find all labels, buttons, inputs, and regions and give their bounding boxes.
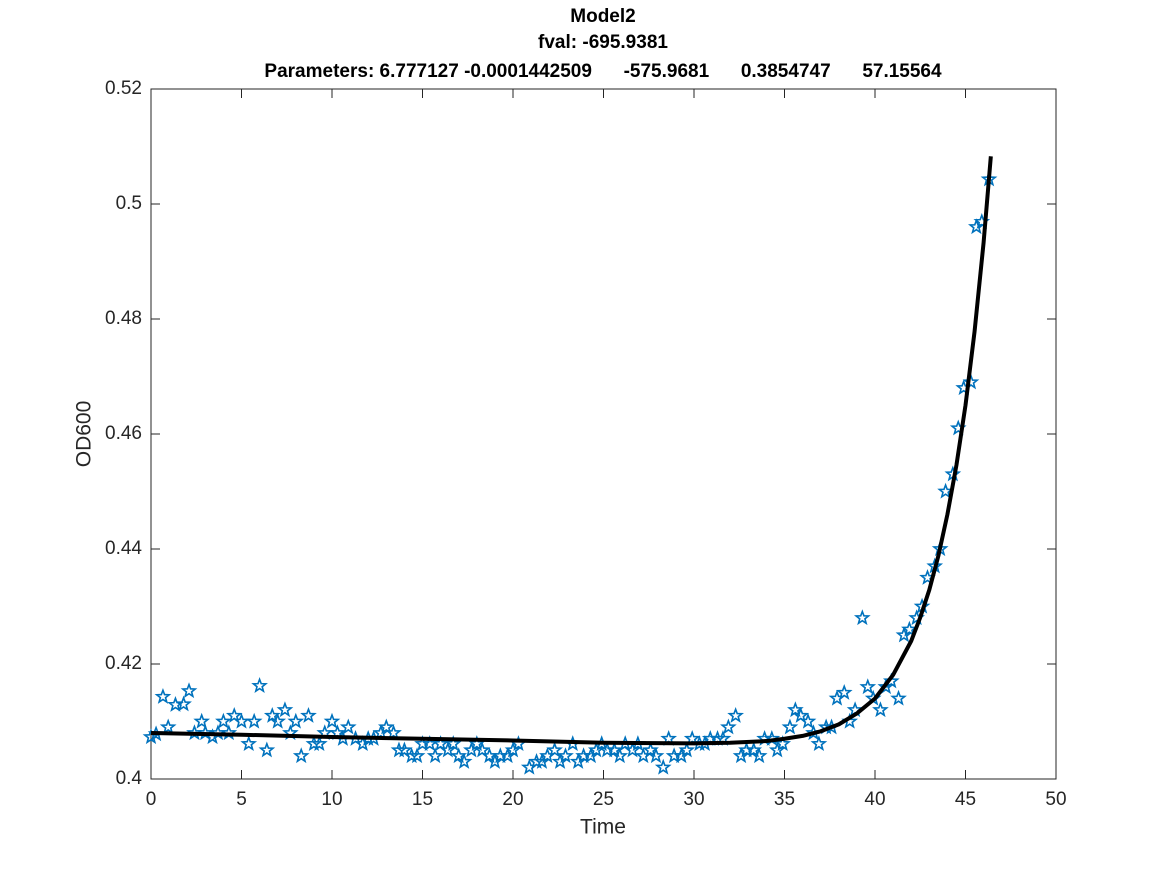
data-point (768, 741, 786, 758)
y-tick-label: 0.52 (105, 78, 142, 99)
data-point (799, 712, 817, 729)
data-point (180, 682, 198, 699)
data-point (385, 724, 402, 741)
data-point (339, 718, 357, 735)
data-point (444, 735, 462, 752)
data-point (377, 718, 395, 735)
y-tick-label: 0.48 (105, 308, 142, 329)
data-point (606, 741, 623, 758)
data-point (792, 706, 810, 723)
data-point (403, 747, 420, 764)
data-point (624, 741, 641, 758)
y-tick-label: 0.42 (105, 653, 142, 674)
data-point (269, 712, 287, 729)
data-point (810, 735, 828, 752)
data-point (245, 712, 263, 729)
data-point (546, 741, 563, 758)
data-point (557, 747, 574, 764)
data-point (240, 735, 258, 752)
data-point (678, 741, 696, 758)
data-point (300, 706, 317, 723)
data-point (215, 712, 232, 729)
x-axis-label: Time (580, 816, 626, 839)
data-point (251, 677, 268, 693)
data-point (439, 741, 457, 758)
x-tick-label: 5 (236, 789, 247, 810)
data-point (654, 758, 672, 775)
y-tick-label: 0.4 (116, 768, 143, 789)
data-point (258, 741, 276, 758)
data-point (263, 706, 281, 723)
data-point (642, 741, 659, 758)
y-tick-label: 0.44 (105, 538, 142, 559)
data-point (175, 695, 192, 712)
chart-subtitle: fval: -695.9381 (538, 32, 668, 53)
data-point (455, 752, 473, 769)
data-point (750, 747, 768, 764)
x-tick-label: 0 (146, 789, 157, 810)
x-tick-label: 30 (683, 789, 704, 810)
data-point (432, 735, 449, 752)
x-tick-label: 25 (593, 789, 614, 810)
data-point (396, 741, 413, 758)
y-tick-label: 0.5 (116, 193, 142, 214)
data-point (774, 735, 792, 752)
data-point (504, 741, 522, 758)
data-point (647, 747, 665, 764)
x-tick-label: 45 (955, 789, 976, 810)
data-point (872, 701, 889, 718)
data-point (835, 683, 853, 700)
data-point (154, 687, 172, 704)
chart-title: Model2 (570, 6, 635, 27)
x-tick-label: 15 (412, 789, 433, 810)
data-point (390, 741, 408, 758)
data-point (450, 747, 468, 764)
data-point (781, 718, 799, 735)
data-point (225, 706, 243, 723)
x-tick-label: 10 (321, 789, 342, 810)
data-point (611, 747, 629, 764)
data-point (292, 747, 310, 764)
data-point (890, 689, 907, 706)
data-point (720, 718, 737, 735)
x-tick-label: 20 (502, 789, 523, 810)
data-point (323, 712, 341, 729)
data-point (901, 620, 918, 637)
data-point (882, 672, 900, 689)
data-point (528, 752, 545, 769)
y-axis-label: OD600 (73, 401, 96, 468)
x-tick-label: 35 (774, 789, 795, 810)
chart-subtitle: Parameters: 6.777127 -0.0001442509 -575.… (264, 61, 942, 82)
data-point (426, 747, 444, 764)
data-point (276, 701, 294, 718)
x-tick-label: 40 (864, 789, 885, 810)
data-point (727, 706, 744, 723)
data-point (473, 741, 491, 758)
data-point (787, 701, 804, 718)
data-point (962, 373, 980, 390)
data-point (305, 735, 323, 752)
fit-line (150, 156, 993, 746)
data-point (853, 609, 871, 626)
data-point (233, 712, 250, 729)
x-tick-label: 50 (1045, 789, 1066, 810)
data-point (159, 718, 177, 735)
data-point (745, 741, 763, 758)
data-point (408, 747, 426, 764)
data-point (287, 712, 305, 729)
data-point (310, 735, 328, 752)
axes-box (150, 88, 1057, 780)
data-point (193, 712, 211, 729)
data-point (859, 678, 877, 695)
y-tick-label: 0.46 (105, 423, 142, 444)
